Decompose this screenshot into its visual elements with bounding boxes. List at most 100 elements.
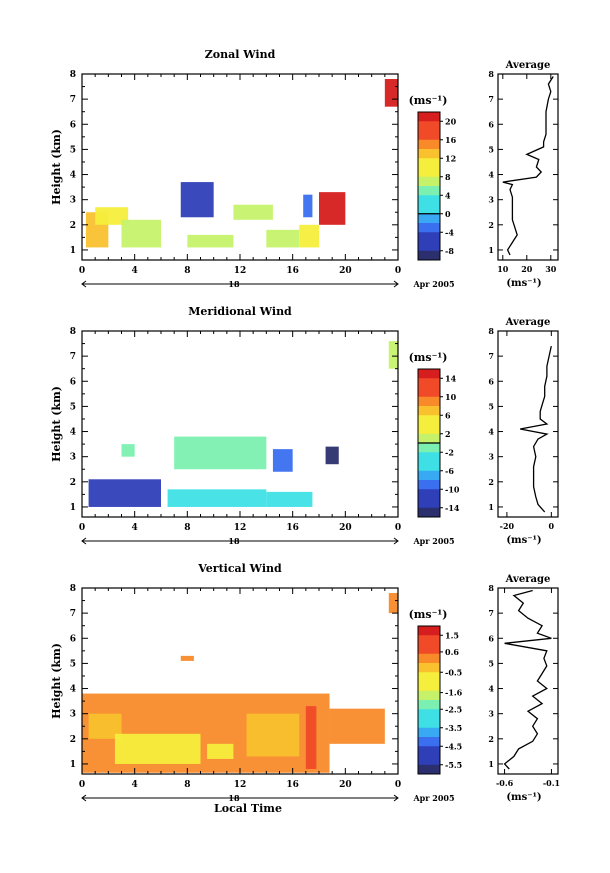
colorbar-tick-label: -10 bbox=[445, 484, 460, 494]
x-tick-label: 4 bbox=[132, 780, 138, 790]
average-title: Average bbox=[505, 60, 551, 71]
avg-x-tick-label: -20 bbox=[500, 521, 515, 531]
heatmap-cell bbox=[319, 192, 346, 225]
day-label: 18 bbox=[228, 279, 240, 289]
colorbar-band bbox=[418, 626, 440, 636]
colorbar-band bbox=[418, 158, 440, 168]
average-frame bbox=[497, 330, 559, 518]
x-tick-label: 16 bbox=[286, 780, 299, 790]
colorbar-band bbox=[418, 470, 440, 481]
colorbar-tick-label: -3.5 bbox=[445, 723, 462, 733]
avg-y-tick-label: 7 bbox=[488, 94, 494, 104]
heatmap-cell bbox=[305, 706, 317, 769]
colorbar-tick-label: 4 bbox=[445, 190, 451, 200]
colorbar-band bbox=[418, 250, 440, 261]
colorbar-band bbox=[418, 746, 440, 756]
colorbar-band bbox=[418, 461, 440, 472]
x-tick-label: 4 bbox=[132, 523, 138, 533]
avg-y-tick-label: 3 bbox=[488, 195, 494, 205]
heatmap-cell bbox=[167, 489, 267, 507]
day-bar-arrow bbox=[81, 794, 87, 802]
day-bar-arrow bbox=[81, 537, 87, 545]
avg-y-tick-label: 5 bbox=[488, 658, 494, 668]
date-label: Apr 2005 bbox=[412, 793, 454, 803]
colorbar-band bbox=[418, 195, 440, 205]
colorbar-band bbox=[418, 121, 440, 131]
colorbar-band bbox=[418, 223, 440, 233]
colorbar-tick-label: 16 bbox=[445, 135, 457, 145]
y-tick-label: 5 bbox=[70, 659, 76, 669]
x-tick-label: 0 bbox=[79, 780, 85, 790]
y-tick-label: 5 bbox=[70, 402, 76, 412]
heatmap-cell bbox=[114, 733, 201, 764]
x-tick-label: 8 bbox=[184, 266, 190, 276]
heatmap-cell bbox=[121, 219, 161, 248]
avg-y-tick-label: 1 bbox=[488, 502, 494, 512]
colorbar-unit: (ms⁻¹) bbox=[409, 608, 448, 621]
colorbar-band bbox=[418, 396, 440, 407]
avg-y-tick-label: 4 bbox=[488, 684, 494, 694]
colorbar-band bbox=[418, 378, 440, 388]
x-tick-label: 8 bbox=[184, 780, 190, 790]
avg-y-tick-label: 4 bbox=[488, 170, 494, 180]
average-profile-line bbox=[503, 589, 552, 770]
colorbar-tick-label: 0 bbox=[445, 209, 451, 219]
heatmap-cell bbox=[388, 593, 398, 614]
day-label: 18 bbox=[228, 536, 240, 546]
colorbar-band bbox=[418, 480, 440, 490]
avg-x-tick-label: 0 bbox=[549, 521, 555, 531]
y-tick-label: 3 bbox=[70, 453, 76, 463]
colorbar-band bbox=[418, 232, 440, 242]
colorbar-tick-label: -8 bbox=[445, 246, 454, 256]
y-tick-label: 6 bbox=[70, 634, 76, 644]
y-tick-label: 2 bbox=[70, 478, 76, 488]
x-tick-label: 0 bbox=[79, 266, 85, 276]
day-bar-arrow bbox=[81, 280, 87, 288]
colorbar-band bbox=[418, 204, 440, 215]
y-tick-label: 7 bbox=[70, 609, 76, 619]
heatmap-cell bbox=[266, 491, 313, 507]
heatmap-cell bbox=[272, 449, 293, 472]
colorbar-band bbox=[418, 387, 440, 398]
avg-y-tick-label: 7 bbox=[488, 351, 494, 361]
x-tick-label: 0 bbox=[79, 523, 85, 533]
x-tick-label: 16 bbox=[286, 266, 299, 276]
avg-y-tick-label: 1 bbox=[488, 245, 494, 255]
avg-y-tick-label: 5 bbox=[488, 401, 494, 411]
y-tick-label: 4 bbox=[70, 171, 76, 181]
y-tick-label: 8 bbox=[70, 584, 76, 594]
colorbar-tick-label: -2.5 bbox=[445, 704, 462, 714]
heatmap-cell bbox=[121, 444, 135, 457]
avg-y-tick-label: 3 bbox=[488, 709, 494, 719]
panel-title: Vertical Wind bbox=[197, 562, 282, 575]
colorbar-band bbox=[418, 443, 440, 453]
y-axis-title: Height (km) bbox=[50, 643, 63, 719]
heatmap-cell bbox=[266, 229, 300, 248]
colorbar-tick-label: 10 bbox=[445, 392, 457, 402]
avg-x-tick-label: -0.6 bbox=[496, 778, 514, 788]
colorbar-band bbox=[418, 130, 440, 141]
x-tick-label: 0 bbox=[395, 780, 401, 790]
colorbar-band bbox=[418, 663, 440, 673]
y-tick-label: 1 bbox=[70, 760, 76, 770]
y-tick-label: 3 bbox=[70, 196, 76, 206]
y-tick-label: 1 bbox=[70, 503, 76, 513]
average-title: Average bbox=[505, 317, 551, 328]
day-label: 18 bbox=[228, 793, 240, 803]
heatmap-cell bbox=[174, 436, 267, 470]
avg-y-tick-label: 8 bbox=[488, 583, 494, 593]
colorbar-band bbox=[418, 718, 440, 729]
avg-y-tick-label: 7 bbox=[488, 608, 494, 618]
y-tick-label: 2 bbox=[70, 735, 76, 745]
avg-x-tick-label: 20 bbox=[521, 264, 533, 274]
avg-y-tick-label: 3 bbox=[488, 452, 494, 462]
colorbar-band bbox=[418, 213, 440, 224]
avg-x-axis-title: (ms⁻¹) bbox=[506, 792, 541, 803]
avg-y-tick-label: 8 bbox=[488, 326, 494, 336]
heatmap-cells bbox=[85, 79, 398, 248]
x-tick-label: 12 bbox=[234, 780, 247, 790]
heatmap-cell bbox=[95, 207, 129, 225]
colorbar-band bbox=[418, 737, 440, 747]
avg-x-tick-label: -0.1 bbox=[543, 778, 560, 788]
